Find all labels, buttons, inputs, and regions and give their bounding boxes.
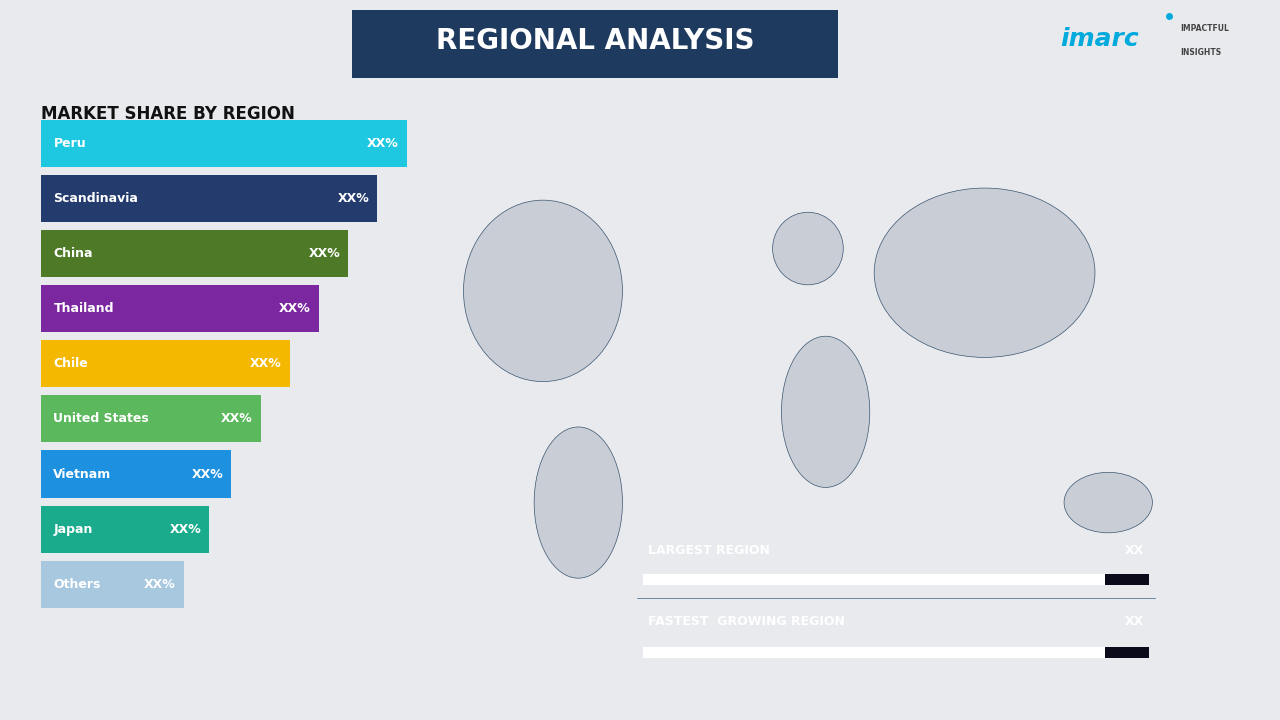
Text: XX%: XX% [145,577,175,590]
Text: Japan: Japan [54,523,92,536]
FancyBboxPatch shape [41,175,378,222]
FancyBboxPatch shape [41,395,261,442]
Ellipse shape [781,336,870,487]
Ellipse shape [773,212,844,285]
Text: XX%: XX% [279,302,311,315]
Text: XX: XX [1124,615,1144,628]
Text: INSIGHTS: INSIGHTS [1180,48,1221,56]
Ellipse shape [463,200,622,382]
FancyBboxPatch shape [41,505,210,553]
FancyBboxPatch shape [41,120,407,167]
FancyBboxPatch shape [41,561,184,608]
Text: United States: United States [54,413,150,426]
Text: Others: Others [54,577,101,590]
Text: XX%: XX% [367,137,398,150]
Text: IMPACTFUL: IMPACTFUL [1180,24,1229,33]
FancyBboxPatch shape [41,451,232,498]
Text: Thailand: Thailand [54,302,114,315]
FancyBboxPatch shape [1105,647,1149,658]
Ellipse shape [1064,472,1152,533]
Text: Scandinavia: Scandinavia [54,192,138,205]
Text: XX: XX [1124,544,1144,557]
Text: XX%: XX% [192,467,224,480]
Text: XX%: XX% [338,192,370,205]
FancyBboxPatch shape [41,230,348,277]
FancyBboxPatch shape [41,341,289,387]
Text: XX%: XX% [170,523,201,536]
Text: LARGEST REGION: LARGEST REGION [648,544,771,557]
Ellipse shape [534,427,622,578]
FancyBboxPatch shape [41,285,319,332]
Text: China: China [54,247,93,260]
Text: MARKET SHARE BY REGION: MARKET SHARE BY REGION [41,105,296,123]
Text: XX%: XX% [250,357,282,370]
Text: FASTEST  GROWING REGION: FASTEST GROWING REGION [648,615,845,628]
FancyBboxPatch shape [643,574,1128,585]
FancyBboxPatch shape [352,10,838,78]
Text: Peru: Peru [54,137,86,150]
Text: Chile: Chile [54,357,88,370]
Text: XX%: XX% [221,413,252,426]
Text: Vietnam: Vietnam [54,467,111,480]
FancyBboxPatch shape [1105,574,1149,585]
Text: XX%: XX% [308,247,340,260]
Text: REGIONAL ANALYSIS: REGIONAL ANALYSIS [436,27,754,55]
Ellipse shape [874,188,1094,357]
Text: imarc: imarc [1060,27,1139,51]
FancyBboxPatch shape [643,647,1128,658]
